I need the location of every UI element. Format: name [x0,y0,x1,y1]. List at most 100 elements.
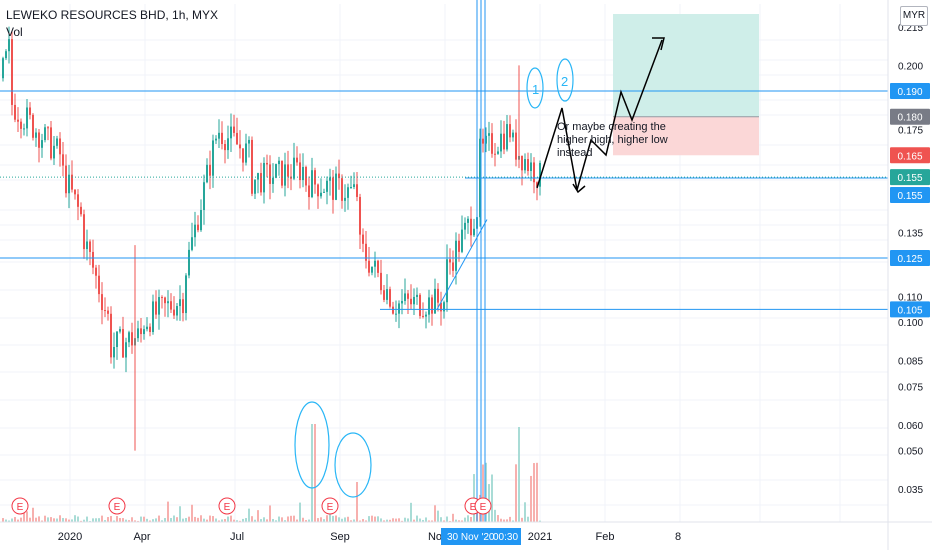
volume-bar [461,520,463,522]
candle-body [122,329,124,358]
currency-button[interactable]: MYR [900,6,928,26]
volume-bar [359,520,361,522]
circle-annotation [334,432,372,498]
candle-body [107,310,109,314]
volume-label: Vol [6,25,23,39]
candle-body [263,162,265,193]
candle-body [335,173,337,200]
candle-body [56,138,58,146]
volume-bar [95,518,97,522]
volume-bar [368,516,370,522]
candle-body [206,164,208,183]
volume-bar [437,510,439,522]
volume-bar [20,517,22,522]
volume-bar [455,519,457,522]
candle-body [482,138,484,144]
price-badge [890,250,930,266]
candle-body [443,302,445,312]
volume-bar [407,518,409,522]
volume-bar [290,515,292,522]
volume-bar [104,520,106,522]
volume-bar [32,507,34,522]
volume-bar [98,518,100,522]
volume-bar [470,517,472,522]
volume-bar [65,518,67,522]
candle-body [41,140,43,148]
candle-body [347,187,349,198]
volume-bar [215,518,217,522]
candle-body [8,39,10,52]
candle-body [248,139,250,144]
candle-body [98,275,100,295]
volume-bar [425,517,427,522]
volume-bar [221,519,223,522]
x-tick-label: Sep [330,531,350,543]
event-marker-label: E [327,502,334,513]
volume-bar [101,515,103,522]
volume-bar [536,462,538,522]
y-tick-label: 0.175 [898,126,923,137]
y-tick-label: 0.100 [898,318,923,329]
candle-body [266,162,268,165]
volume-bar [338,517,340,522]
candle-body [464,222,466,230]
candle-body [23,128,25,130]
candle-body [47,127,49,129]
candle-body [50,127,52,159]
volume-bar [410,502,412,522]
volume-bar [524,502,526,522]
candle-body [191,237,193,250]
candle-body [356,184,358,197]
volume-bar [80,520,82,522]
candle-body [293,157,295,179]
volume-bar [419,518,421,522]
price-badge [890,147,930,164]
volume-bar [362,519,364,522]
volume-bar [47,517,49,522]
candle-body [236,132,238,145]
volume-bar [521,517,523,522]
candle-body [158,297,160,315]
volume-bar [119,518,121,522]
candle-body [350,186,352,188]
candle-body [485,135,487,144]
volume-bar [35,517,37,522]
candle-body [509,124,511,138]
candle-body [302,166,304,181]
volume-bar [29,517,31,522]
volume-bar [497,515,499,522]
price-badge-label: 0.155 [897,191,922,202]
candle-body [44,127,46,141]
volume-bar [77,516,79,522]
arrow-head [572,183,586,194]
candle-body [26,107,28,129]
volume-bar [113,520,115,522]
volume-bar [5,519,7,522]
annotation-text: higher high, higher low [557,134,668,146]
candle-body [74,189,76,195]
volume-bar [143,516,145,522]
volume-bar [530,475,532,522]
candle-body [167,301,169,304]
candle-body [170,301,172,310]
volume-bar [200,515,202,522]
candle-body [131,332,133,346]
projection-path [536,39,663,191]
candle-body [527,159,529,172]
candle-body [11,39,13,105]
price-badge-label: 0.165 [897,151,922,162]
chart-title: LEWEKO RESOURCES BHD, 1h, MYX [6,8,219,22]
event-marker-label: E [17,502,24,513]
arrow-head [652,37,665,51]
candle-body [461,229,463,252]
volume-bar [320,517,322,522]
candle-body [311,170,313,198]
candle-body [146,326,148,330]
volume-bar [254,519,256,522]
candle-body [332,177,334,200]
volume-bar [332,515,334,522]
candle-body [152,301,154,333]
candle-body [242,148,244,163]
volume-bar [71,519,73,522]
